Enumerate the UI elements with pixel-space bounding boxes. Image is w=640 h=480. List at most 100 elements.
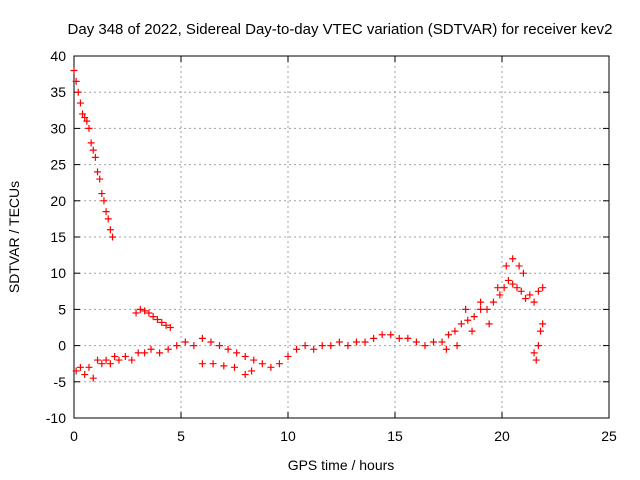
y-tick-label: 40 bbox=[50, 48, 66, 64]
data-point bbox=[534, 342, 542, 350]
data-point bbox=[94, 168, 102, 176]
data-point bbox=[442, 345, 450, 353]
data-point bbox=[209, 360, 217, 368]
data-point bbox=[109, 233, 117, 241]
data-point bbox=[457, 320, 465, 328]
data-point bbox=[241, 352, 249, 360]
x-tick-label: 5 bbox=[177, 428, 185, 444]
data-point bbox=[522, 295, 530, 303]
data-point bbox=[537, 327, 545, 335]
data-point bbox=[102, 208, 110, 216]
data-point bbox=[500, 284, 508, 292]
data-point bbox=[293, 345, 301, 353]
data-point bbox=[539, 284, 547, 292]
data-point bbox=[502, 262, 510, 270]
data-point bbox=[477, 298, 485, 306]
data-point bbox=[91, 153, 99, 161]
data-point bbox=[250, 356, 258, 364]
data-point bbox=[198, 334, 206, 342]
x-tick-label: 15 bbox=[387, 428, 403, 444]
data-point bbox=[94, 356, 102, 364]
data-point bbox=[318, 342, 326, 350]
y-tick-label: 35 bbox=[50, 84, 66, 100]
x-axis-label: GPS time / hours bbox=[288, 457, 395, 473]
y-tick-label: -5 bbox=[54, 374, 67, 390]
data-point bbox=[89, 146, 97, 154]
data-point bbox=[496, 291, 504, 299]
data-point bbox=[121, 352, 129, 360]
data-point bbox=[462, 305, 470, 313]
data-point bbox=[85, 124, 93, 132]
data-point bbox=[352, 338, 360, 346]
data-point bbox=[485, 320, 493, 328]
data-point bbox=[526, 291, 534, 299]
data-point bbox=[220, 362, 228, 370]
data-point bbox=[106, 360, 114, 368]
data-point bbox=[267, 363, 275, 371]
series-mid-arc bbox=[132, 305, 174, 331]
data-point bbox=[111, 352, 119, 360]
chart-title: Day 348 of 2022, Sidereal Day-to-day VTE… bbox=[68, 21, 613, 38]
data-point bbox=[513, 284, 521, 292]
data-point bbox=[173, 342, 181, 350]
y-tick-label: 25 bbox=[50, 157, 66, 173]
data-point bbox=[310, 345, 318, 353]
data-point bbox=[519, 269, 527, 277]
data-point bbox=[141, 307, 149, 315]
y-tick-label: 5 bbox=[58, 301, 66, 317]
data-point bbox=[370, 334, 378, 342]
data-point bbox=[190, 342, 198, 350]
data-point bbox=[412, 338, 420, 346]
data-point bbox=[284, 352, 292, 360]
data-point bbox=[233, 349, 241, 357]
data-point bbox=[145, 309, 153, 317]
data-point bbox=[509, 255, 517, 263]
x-tick-label: 20 bbox=[494, 428, 510, 444]
y-axis-label: SDTVAR / TECUs bbox=[6, 181, 22, 293]
data-markers bbox=[70, 66, 547, 382]
data-point bbox=[96, 175, 104, 183]
data-point bbox=[198, 360, 206, 368]
data-point bbox=[76, 99, 84, 107]
data-point bbox=[104, 215, 112, 223]
y-tick-label: -10 bbox=[46, 410, 66, 426]
data-point bbox=[81, 114, 89, 122]
grid bbox=[74, 56, 609, 418]
y-tick-label: 10 bbox=[50, 265, 66, 281]
data-point bbox=[224, 345, 232, 353]
data-point bbox=[134, 349, 142, 357]
x-tick-label: 25 bbox=[601, 428, 617, 444]
data-point bbox=[327, 342, 335, 350]
data-point bbox=[477, 305, 485, 313]
data-point bbox=[361, 338, 369, 346]
data-point bbox=[489, 298, 497, 306]
data-point bbox=[532, 356, 540, 364]
axis-ticks: 0 5 10 15 20 25 -10 -5 0 5 10 15 20 25 30 35 40 bbox=[46, 48, 617, 444]
x-tick-label: 0 bbox=[70, 428, 78, 444]
data-point bbox=[231, 363, 238, 371]
y-tick-label: 0 bbox=[58, 338, 66, 354]
series-steep-decline bbox=[70, 66, 117, 241]
data-point bbox=[335, 338, 343, 346]
data-point bbox=[132, 309, 140, 317]
data-point bbox=[70, 66, 78, 74]
data-point bbox=[504, 276, 512, 284]
data-point bbox=[395, 334, 403, 342]
data-point bbox=[534, 287, 542, 295]
data-point bbox=[421, 342, 429, 350]
data-point bbox=[85, 363, 93, 371]
data-point bbox=[76, 363, 84, 371]
data-point bbox=[241, 371, 249, 379]
data-point bbox=[98, 190, 106, 198]
data-point bbox=[158, 318, 166, 326]
data-point bbox=[106, 226, 114, 234]
data-point bbox=[216, 342, 224, 350]
data-point bbox=[430, 338, 438, 346]
data-point bbox=[74, 88, 82, 96]
data-point bbox=[517, 287, 525, 295]
data-point bbox=[147, 345, 155, 353]
data-point bbox=[378, 331, 386, 339]
data-point bbox=[464, 316, 472, 324]
